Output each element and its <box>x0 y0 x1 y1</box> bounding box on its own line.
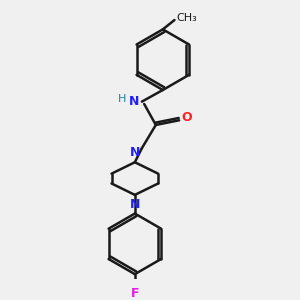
Text: H: H <box>118 94 126 104</box>
Text: N: N <box>130 198 140 212</box>
Text: N: N <box>130 146 140 159</box>
Text: CH₃: CH₃ <box>177 13 198 23</box>
Text: N: N <box>129 95 140 108</box>
Text: F: F <box>130 287 139 300</box>
Text: O: O <box>182 112 192 124</box>
